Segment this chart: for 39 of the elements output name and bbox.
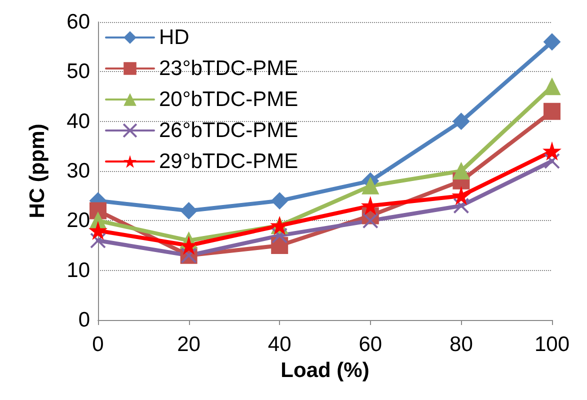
point <box>544 33 560 50</box>
point <box>90 232 106 249</box>
point <box>90 222 106 240</box>
x-tick-label: 40 <box>268 333 292 356</box>
point <box>544 153 560 170</box>
x-tick-label: 60 <box>358 333 382 356</box>
legend-label: 29°bTDC-PME <box>159 150 298 173</box>
point <box>544 142 560 160</box>
y-tick-label: 50 <box>66 60 90 84</box>
y-tick-label: 30 <box>66 160 90 182</box>
point <box>180 237 198 254</box>
y-tick-label: 10 <box>66 258 90 282</box>
x-tick-label: 80 <box>450 333 473 356</box>
y-tick-label: 20 <box>66 209 90 232</box>
point <box>362 197 379 214</box>
y-axis-title: HC (ppm) <box>26 124 49 218</box>
point <box>452 187 470 204</box>
x-axis-title: Load (%) <box>280 359 370 382</box>
x-tick-label: 0 <box>92 333 104 356</box>
legend-label: HD <box>159 26 190 49</box>
legend-label: 20°bTDC-PME <box>159 88 298 111</box>
y-tick-label: 40 <box>66 110 90 133</box>
point <box>272 228 288 244</box>
point <box>271 192 288 210</box>
x-tick-label: 20 <box>177 333 200 356</box>
y-tick-label: 60 <box>66 10 90 34</box>
point <box>544 102 560 120</box>
point <box>452 162 470 180</box>
point <box>362 212 378 229</box>
point <box>544 78 560 96</box>
point <box>180 202 198 220</box>
point <box>452 112 470 130</box>
x-tick-label: 100 <box>534 333 570 356</box>
point <box>90 202 106 220</box>
point <box>362 177 379 194</box>
y-tick-label: 0 <box>78 308 90 332</box>
point <box>453 198 470 214</box>
legend-label: 26°bTDC-PME <box>159 119 298 142</box>
legend-label: 23°bTDC-PME <box>159 57 298 80</box>
